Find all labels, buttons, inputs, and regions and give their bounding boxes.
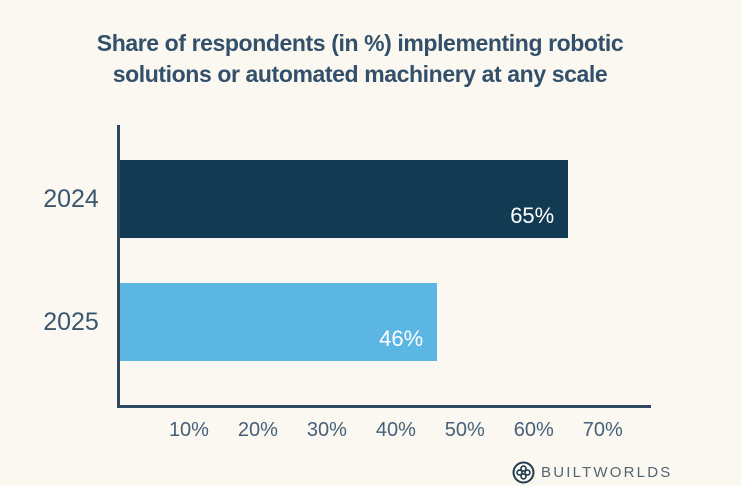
brand-footer: BUILTWORLDS	[512, 461, 672, 484]
value-label-2025: 46%	[379, 326, 424, 351]
brand-name: BUILTWORLDS	[541, 464, 673, 481]
x-tick-40: 40%	[375, 419, 416, 441]
x-tick-50: 50%	[444, 419, 485, 441]
x-tick-60: 60%	[513, 419, 554, 441]
chart-title: Share of respondents (in %) implementing…	[0, 28, 720, 90]
x-tick-70: 70%	[582, 419, 623, 441]
x-tick-20: 20%	[237, 419, 278, 441]
chart-title-line1: Share of respondents (in %) implementing…	[96, 30, 624, 56]
bar-2025: 46%	[120, 283, 438, 361]
builtworlds-clover-icon	[512, 461, 535, 484]
bar-2024: 65%	[120, 160, 569, 238]
x-tick-10: 10%	[168, 419, 209, 441]
plot-area: 10% 20% 30% 40% 50% 60% 70% 65% 46%	[117, 125, 651, 441]
value-label-2024: 65%	[510, 203, 555, 228]
category-label-2024: 2024	[43, 185, 99, 213]
category-label-2025: 2025	[43, 308, 99, 336]
x-tick-30: 30%	[306, 419, 347, 441]
chart-title-line2: solutions or automated machinery at any …	[112, 61, 608, 87]
x-axis-ticks: 10% 20% 30% 40% 50% 60% 70%	[120, 419, 651, 445]
